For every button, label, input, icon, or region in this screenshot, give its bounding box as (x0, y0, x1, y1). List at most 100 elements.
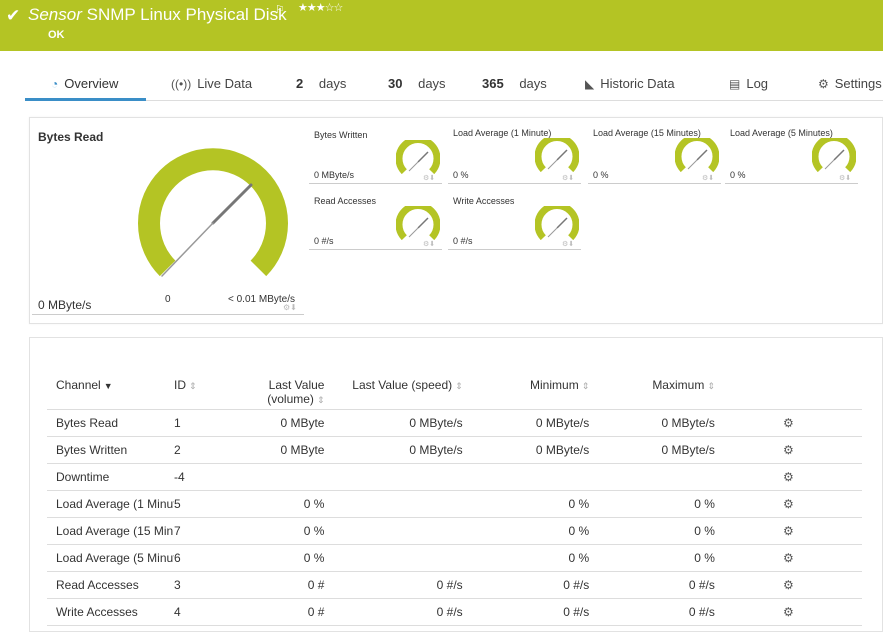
tab-live-data[interactable]: ((•)) Live Data (171, 76, 252, 91)
cell-maximum-text: 0 MByte/s (661, 442, 715, 457)
table-row[interactable]: Load Average (1 Minute)50 %0 %0 %⚙ (47, 490, 862, 518)
tab-2-days[interactable]: 2 days (296, 76, 346, 91)
big-gauge-min: 0 (165, 294, 171, 305)
tab-historic-data[interactable]: ◣ Historic Data (585, 76, 675, 91)
column-header-maximum[interactable]: Maximum ⇕ (589, 376, 715, 410)
cell-last-value-speed (324, 517, 463, 545)
gauge-tools-icon[interactable]: ⚙⬇ (839, 175, 852, 182)
tab-overview[interactable]: ◔ Overview (51, 76, 118, 91)
divider (309, 249, 442, 250)
tab-bar: ◔ Overview ((•)) Live Data 2 days 30 day… (25, 71, 883, 101)
cell-last-value-volume: 0 # (223, 571, 325, 599)
priority-stars[interactable]: ★★★☆☆ (298, 2, 343, 14)
column-header-id[interactable]: ID ⇕ (174, 376, 224, 410)
tab-30-days[interactable]: 30 days (388, 76, 446, 91)
channel-settings-icon[interactable]: ⚙ (714, 571, 862, 599)
cell-maximum-text: 0 % (694, 496, 715, 511)
cell-channel-text: Downtime (56, 469, 110, 484)
small-gauge-label: Load Average (1 Minute) (453, 128, 552, 138)
cell-last-value-speed: 0 #/s (324, 571, 463, 599)
table-row[interactable]: Read Accesses 3 0 #0 #/s 0 #/s 0 #/s ⚙ (47, 571, 862, 599)
table-row[interactable]: Downtime -4 ⚙ (47, 463, 862, 491)
small-gauge-dial (812, 138, 856, 172)
gear-icon: ⚙ (818, 76, 829, 91)
cell-channel-text: Load Average (15 Minutes) (56, 523, 174, 538)
gauge-tools-icon[interactable]: ⚙⬇ (562, 175, 575, 182)
tab-log[interactable]: ▤ Log (729, 76, 768, 91)
sensor-header: ✔ Sensor SNMP Linux Physical Disk ⚐ ★★★☆… (0, 0, 883, 51)
column-header-channel[interactable]: Channel ▼ (47, 376, 174, 410)
check-icon: ✔ (6, 6, 21, 25)
cell-maximum: 0 % (589, 490, 715, 518)
cell-channel: Downtime (47, 463, 174, 491)
tab-settings[interactable]: ⚙ Settings (818, 76, 882, 91)
cell-minimum: 0 % (462, 490, 590, 518)
tab-label: Log (746, 76, 769, 91)
gauge-tools-icon[interactable]: ⚙⬇ (423, 175, 436, 182)
column-header-last-value-volume[interactable]: Last Value (volume) ⇕ (223, 376, 325, 410)
tab-number: 365 (482, 76, 504, 91)
cell-minimum: 0 % (462, 517, 590, 545)
big-gauge-max: < 0.01 MByte/s (228, 294, 295, 305)
chart-icon: ◣ (585, 76, 595, 91)
small-gauge-load-15min[interactable]: Load Average (15 Minutes) 0 % ⚙⬇ (588, 128, 721, 196)
small-gauge-write-accesses[interactable]: Write Accesses 0 #/s ⚙⬇ (448, 196, 581, 264)
table-row[interactable]: Load Average (15 Minutes)70 %0 %0 %⚙ (47, 517, 862, 545)
cell-maximum-text: 0 #/s (688, 577, 715, 592)
channel-settings-icon[interactable]: ⚙ (714, 409, 862, 437)
small-gauge-dial (535, 206, 579, 240)
flag-icon[interactable]: ⚐ (275, 4, 285, 16)
channel-settings-icon[interactable]: ⚙ (714, 544, 862, 572)
divider (309, 183, 442, 184)
tab-365-days[interactable]: 365 days (482, 76, 547, 91)
gauge-tools-icon[interactable]: ⚙⬇ (283, 303, 297, 312)
cell-last-value-volume-text: 0 % (303, 523, 325, 538)
table-row[interactable]: Bytes Read 1 0 MByte 0 MByte/s 0 MByte/s 0 MB… (47, 409, 862, 437)
cell-minimum: 0 % (462, 544, 590, 572)
gauge-panel: Bytes Read 0 MByte/s 0 < 0.01 MByte/s ⚙⬇… (29, 117, 883, 324)
cell-id: 2 (174, 436, 224, 464)
log-icon: ▤ (729, 76, 741, 91)
big-gauge[interactable] (138, 148, 288, 298)
table-row[interactable]: Bytes Written 2 0 MByte 0 MByte/s 0 MByte/s 0… (47, 436, 862, 464)
header-label: ID (174, 378, 186, 392)
cell-minimum-text: 0 % (568, 496, 590, 511)
column-header-actions (714, 376, 862, 410)
sort-icon: ⇕ (707, 381, 715, 391)
cell-last-value-volume: 0 % (223, 517, 325, 545)
gauge-tools-icon[interactable]: ⚙⬇ (562, 241, 575, 248)
gauge-tools-icon[interactable]: ⚙⬇ (423, 241, 436, 248)
table-row[interactable]: Load Average (5 Minutes)60 %0 %0 %⚙ (47, 544, 862, 572)
small-gauge-load-1min[interactable]: Load Average (1 Minute) 0 % ⚙⬇ (448, 128, 581, 196)
column-header-minimum[interactable]: Minimum ⇕ (462, 376, 590, 410)
divider (448, 183, 581, 184)
small-gauge-value: 0 % (593, 170, 609, 180)
active-tab-indicator (25, 98, 146, 101)
cell-last-value-speed: 0 #/s (324, 598, 463, 626)
cell-channel-text: Bytes Written (56, 442, 128, 457)
divider (588, 183, 721, 184)
header-label: Minimum (530, 378, 579, 392)
small-gauge-dial (396, 206, 440, 240)
small-gauge-bytes-written[interactable]: Bytes Written 0 MByte/s ⚙⬇ (309, 130, 442, 198)
column-header-last-value-speed[interactable]: Last Value (speed) ⇕ (324, 376, 463, 410)
channel-settings-icon[interactable]: ⚙ (714, 517, 862, 545)
cell-id-text: 2 (174, 442, 181, 457)
cell-channel: Load Average (15 Minutes) (47, 517, 174, 545)
small-gauge-read-accesses[interactable]: Read Accesses 0 #/s ⚙⬇ (309, 196, 442, 264)
tab-label: Settings (834, 76, 882, 91)
gauge-tools-icon[interactable]: ⚙⬇ (702, 175, 715, 182)
table-row[interactable]: Write Accesses 4 0 #0 #/s 0 #/s 0 #/s ⚙ (47, 598, 862, 626)
cell-last-value-speed (324, 490, 463, 518)
small-gauge-load-5min[interactable]: Load Average (5 Minutes) 0 % ⚙⬇ (725, 128, 858, 196)
channel-settings-icon[interactable]: ⚙ (714, 463, 862, 491)
cell-maximum: 0 #/s (589, 598, 715, 626)
cell-channel-text: Write Accesses (56, 604, 138, 619)
channel-settings-icon[interactable]: ⚙ (714, 436, 862, 464)
cell-id: 4 (174, 598, 224, 626)
sort-desc-icon: ▼ (103, 381, 113, 391)
sort-icon: ⇕ (316, 395, 325, 405)
small-gauge-value: 0 #/s (453, 236, 473, 246)
channel-settings-icon[interactable]: ⚙ (714, 490, 862, 518)
channel-settings-icon[interactable]: ⚙ (714, 598, 862, 626)
